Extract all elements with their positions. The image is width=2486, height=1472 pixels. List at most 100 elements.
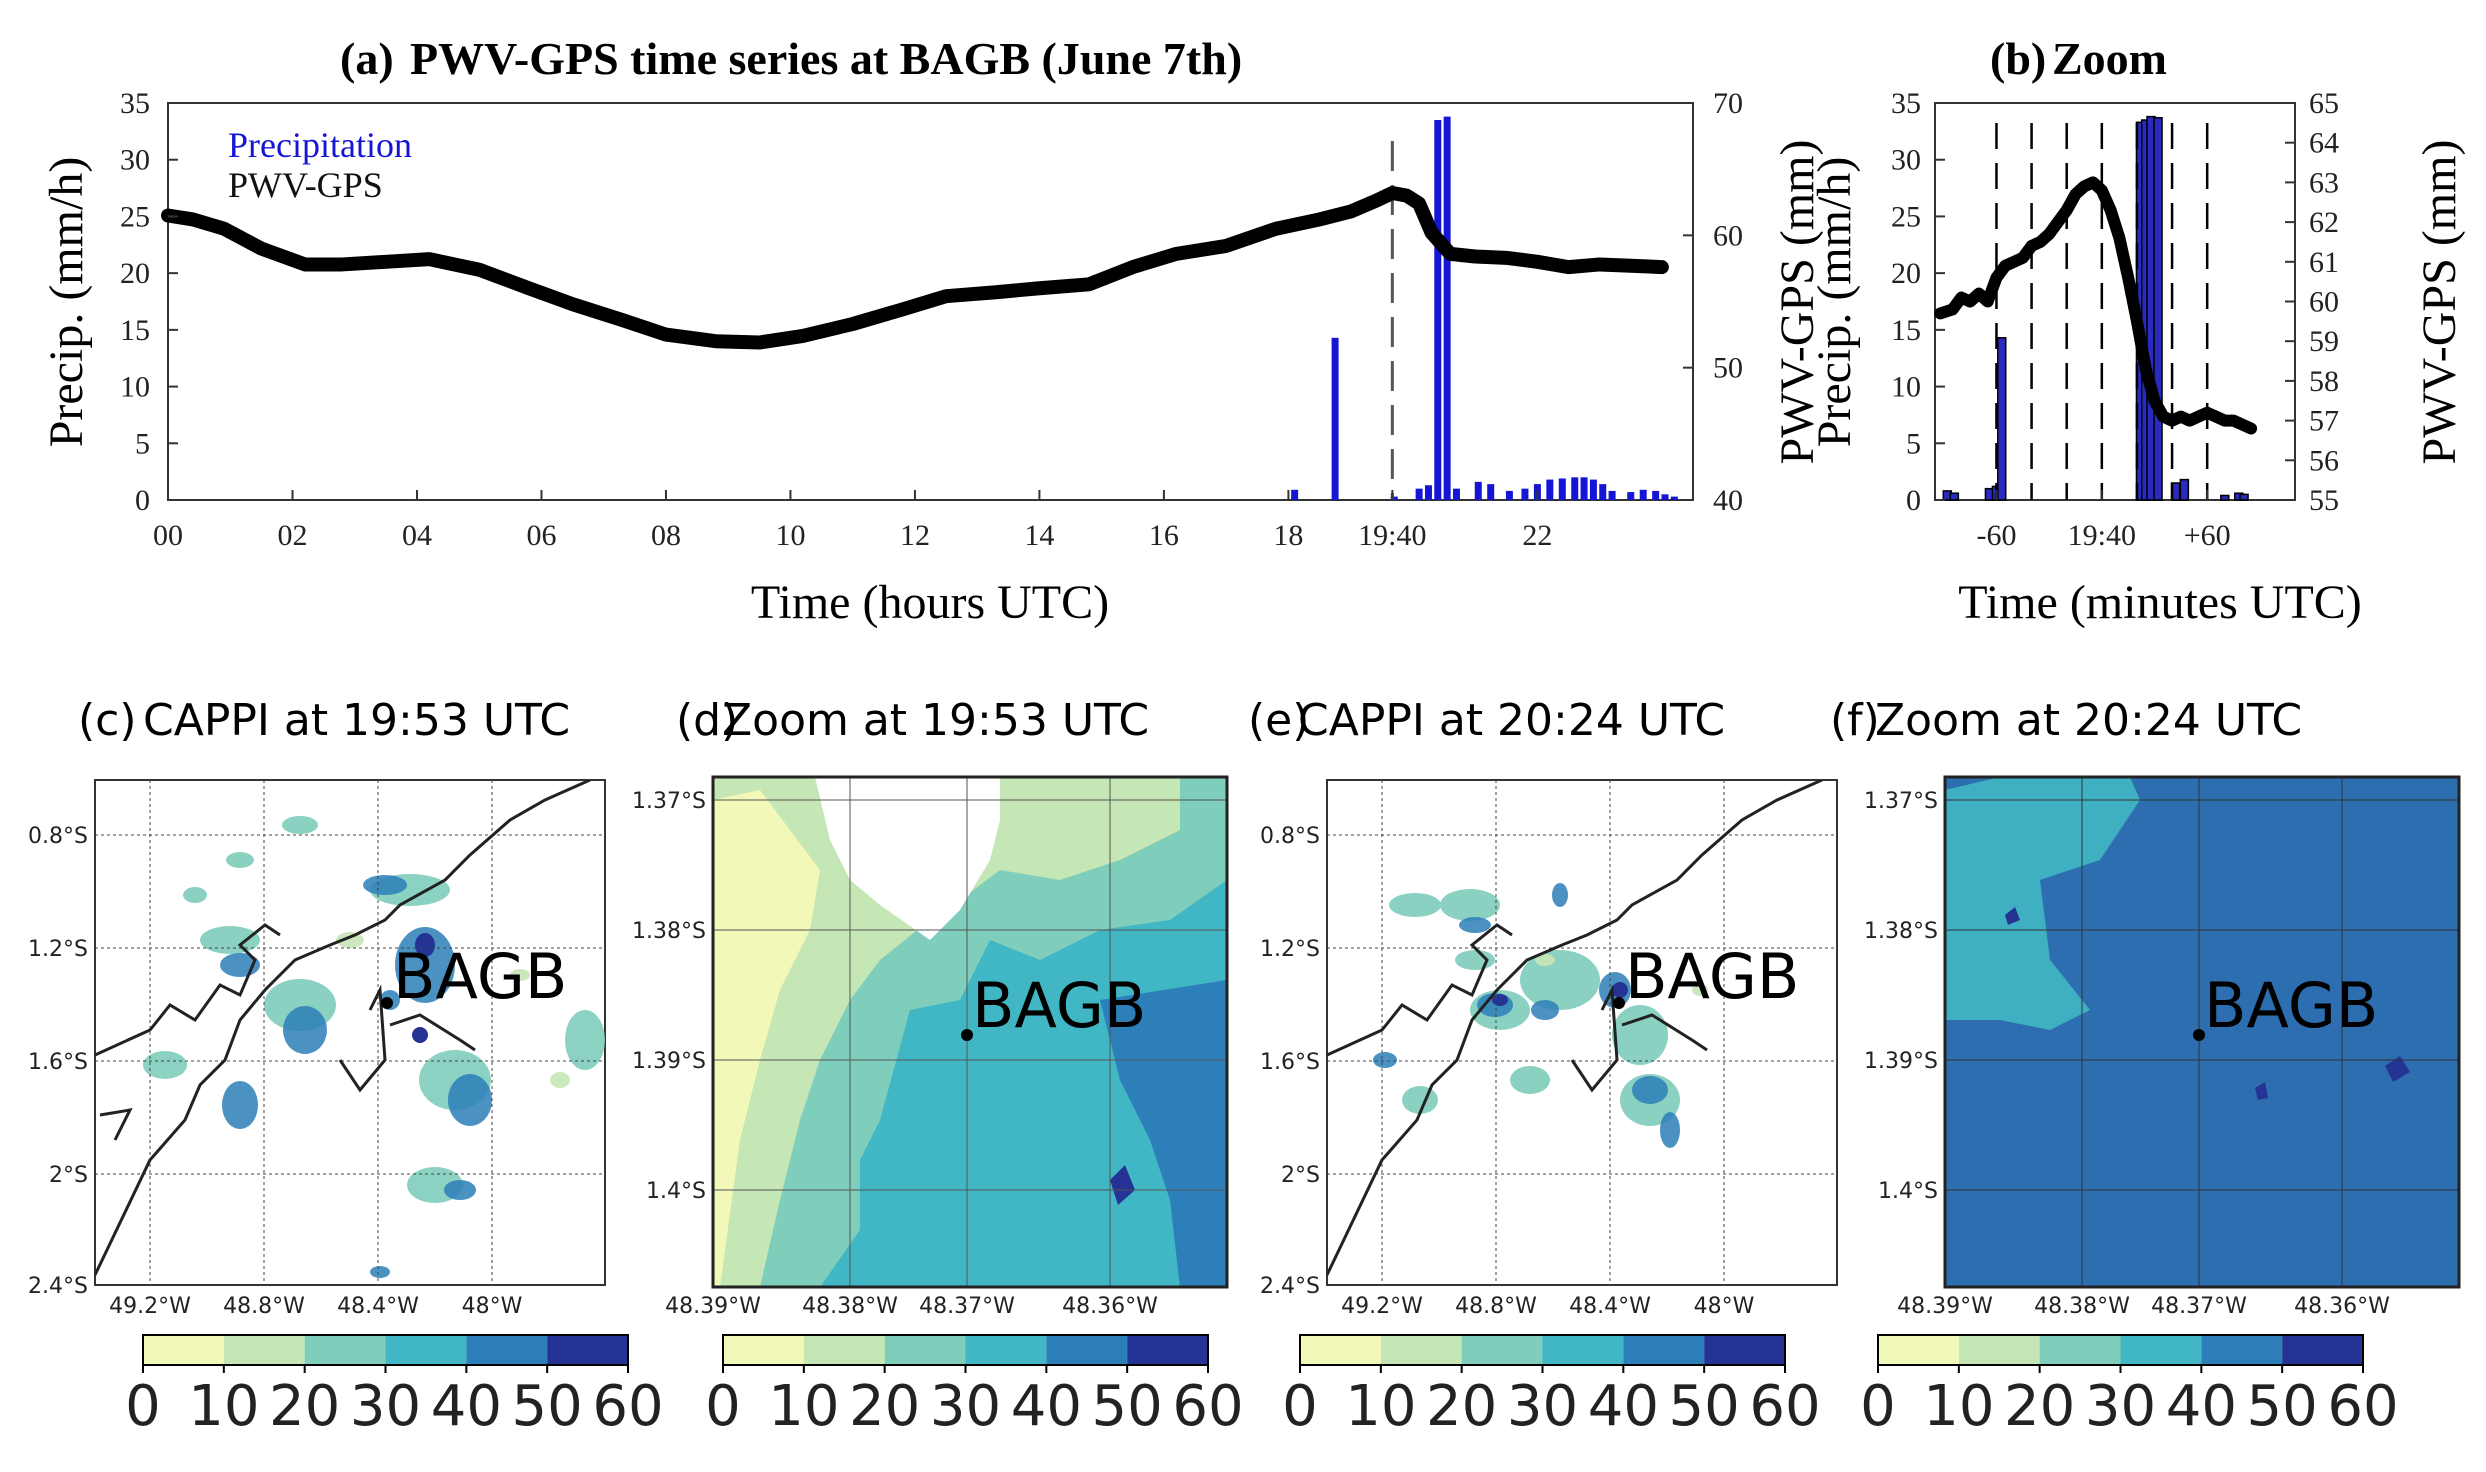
lat-tick-label: 1.2°S [28,937,88,962]
panel-c-cappi-map: (c) CAPPI at 19:53 UTC [28,695,606,1319]
lon-tick-label: 48.8°W [1455,1294,1537,1319]
colorbar-c: 0 10 20 30 40 50 60 [125,1334,664,1439]
y-tick-label: 20 [1891,257,1921,290]
colorbar-tick-label: 10 [768,1374,839,1439]
y2-tick-label: 64 [2309,127,2339,160]
colorbar-swatch [547,1335,628,1365]
precip-bar [2179,478,2190,501]
precip-bar [1521,488,1529,500]
y-tick-label: 30 [1891,144,1921,177]
precip-bar [1558,478,1566,500]
panel-f-station-label: BAGB [2204,969,2378,1042]
panel-a-time-series: (a) PWV-GPS time series at BAGB (June 7t… [40,33,1824,629]
panel-b-right-y-ticks: 55 56 57 58 59 60 61 62 63 64 65 [2285,87,2339,517]
colorbar-swatch [1878,1335,1959,1365]
precip-bar [1443,116,1451,501]
panel-a-left-y-axis-label: Precip. (mm/h) [40,157,93,448]
precip-bar [1627,492,1635,500]
panel-d-axis-ticks: 1.37°S 1.38°S 1.39°S 1.4°S 48.39°W 48.38°W 48.… [632,789,1158,1319]
precip-bar [1670,496,1678,500]
precip-bar [1639,489,1647,500]
panel-c-title: CAPPI at 19:53 UTC [143,695,570,746]
lat-tick-label: 1.37°S [1864,789,1938,814]
y2-tick-label: 57 [2309,405,2339,438]
panel-c-axis-ticks: 0.8°S 1.2°S 1.6°S 2°S 2.4°S 49.2°W 48.8°W 48.4°… [28,824,523,1319]
colorbar-tick-label: 60 [2327,1374,2398,1439]
panel-e-title: CAPPI at 20:24 UTC [1298,695,1725,746]
y-tick-label: 25 [120,200,150,233]
panel-d-zoom-map: (d) Zoom at 19:53 UTC BAGB 1.37°S1.38°S1… [632,695,1229,1319]
precip-bar [2220,494,2230,501]
y2-tick-label: 58 [2309,365,2339,398]
colorbar-tick-label: 0 [1860,1374,1896,1439]
y2-tick-label: 63 [2309,166,2339,199]
lat-tick-label: 1.39°S [632,1049,706,1074]
colorbar-swatch [1046,1335,1128,1365]
panel-b-left-y-axis-label: Precip. (mm/h) [1808,157,1861,448]
colorbar-tick-label: 30 [350,1374,421,1439]
x-tick-label: +60 [2184,519,2231,552]
precip-bar [1424,485,1432,500]
x-tick-label: 04 [402,519,432,552]
colorbar-swatch [223,1335,305,1365]
colorbar-tick-label: 60 [1172,1374,1243,1439]
panel-a-precip-bars [1291,116,1678,501]
colorbar-swatch [1542,1335,1624,1365]
precip-bar [1996,337,2007,501]
panel-d-title: Zoom at 19:53 UTC [722,695,1149,746]
colorbar-tick-label: 50 [512,1374,583,1439]
colorbar-tick-label: 0 [705,1374,741,1439]
panel-d-station-label: BAGB [972,969,1146,1042]
colorbar-tick-label: 20 [849,1374,920,1439]
panel-b-x-ticks: -60 19:40 +60 [1976,490,2231,552]
x-tick-label: 08 [651,519,681,552]
lat-tick-label: 1.6°S [1260,1050,1320,1075]
y-tick-label: 30 [120,144,150,177]
colorbar-e: 0 10 20 30 40 50 60 [1282,1334,1821,1439]
precip-bar [1546,479,1554,500]
panel-f-axis-ticks: 1.37°S 1.38°S 1.39°S 1.4°S 48.39°W 48.38°W 48.… [1864,789,2390,1319]
x-tick-label: 14 [1024,519,1054,552]
precip-bar [1452,488,1460,500]
x-tick-label: 10 [775,519,805,552]
lon-tick-label: 48.8°W [223,1294,305,1319]
precip-bar [1608,490,1616,500]
y-tick-label: 35 [120,87,150,120]
y-tick-label: 35 [1891,87,1921,120]
y2-tick-label: 61 [2309,246,2339,279]
lon-tick-label: 48°W [462,1294,523,1319]
colorbar-swatch [1623,1335,1705,1365]
colorbar-swatch [304,1335,386,1365]
panel-f-reflectivity-field [1945,777,2459,1287]
y2-tick-label: 62 [2309,206,2339,239]
colorbar-tick-label: 10 [1923,1374,1994,1439]
colorbar-swatch [965,1335,1047,1365]
colorbar-d: 0 10 20 30 40 50 60 [705,1334,1244,1439]
colorbar-swatch [884,1335,966,1365]
precip-bar [1949,492,1960,501]
lon-tick-label: 48.4°W [1569,1294,1651,1319]
lat-tick-label: 0.8°S [1260,824,1320,849]
y-tick-label: 20 [120,257,150,290]
y2-tick-label: 70 [1713,87,1743,120]
panel-b-zoom: (b) Zoom -60 19:40 +60 0 5 10 15 20 25 30 35 55 56… [1808,33,2466,629]
precip-bar [1505,490,1513,500]
colorbar-tick-label: 60 [1749,1374,1820,1439]
panel-e-reflectivity-field [1327,780,1837,1285]
lat-tick-label: 2°S [49,1163,88,1188]
colorbar-tick-label: 0 [125,1374,161,1439]
panel-f-zoom-map: (f) Zoom at 20:24 UTC BAGB 1.37°S1.38°S1… [1830,695,2461,1319]
y2-tick-label: 60 [1713,219,1743,252]
colorbar-swatch [1380,1335,1462,1365]
legend-pwv-gps: PWV-GPS [228,165,383,205]
lon-tick-label: 48.36°W [2294,1294,2390,1319]
lat-tick-label: 1.6°S [28,1050,88,1075]
panel-b-pwv-line [1934,176,2258,435]
x-tick-label: 06 [526,519,556,552]
precip-bar [1291,489,1299,500]
colorbars: 0 10 20 30 40 50 60 0 10 20 30 40 50 60 0 10 20 30 40 50 60 0… [125,1334,2399,1439]
colorbar-tick-label: 40 [1011,1374,1082,1439]
panel-f-label: (f) [1830,695,1880,746]
precip-bar [1331,337,1339,500]
y-tick-label: 10 [120,371,150,404]
